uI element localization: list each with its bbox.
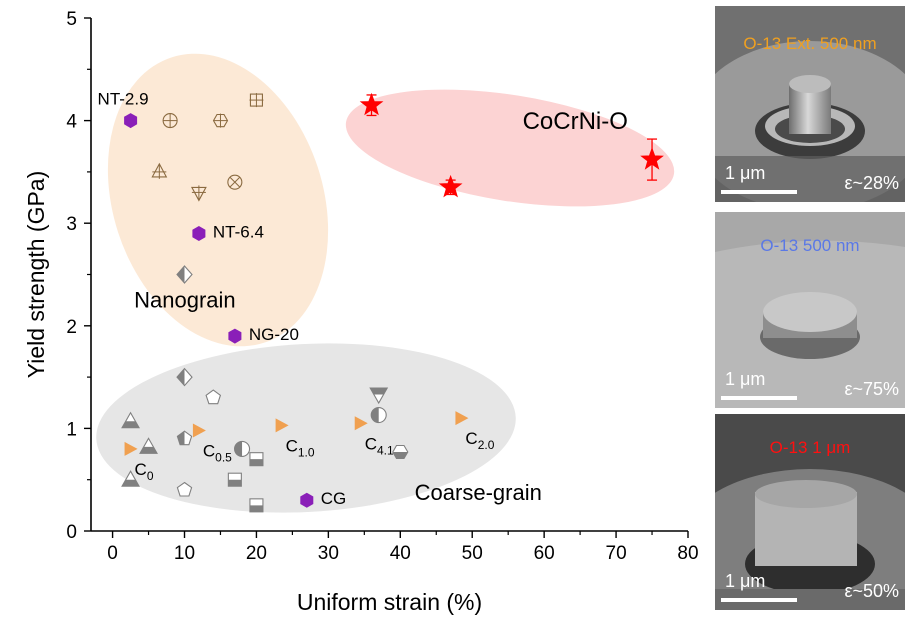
- triangle-point: [354, 416, 368, 431]
- grey-marker-fill: [140, 446, 158, 454]
- sem-image-1um-pillar: [715, 414, 905, 610]
- scale-bar: [721, 598, 797, 602]
- point-label-subscript: 1.0: [298, 445, 315, 459]
- hexagon-point: [124, 113, 138, 129]
- y-axis-label: Yield strength (GPa): [23, 171, 49, 379]
- sem-panel-bottom: O-13 1 μm 1 μm ε~50%: [715, 414, 905, 610]
- grey-marker-fill: [370, 388, 388, 395]
- x-tick-label: 40: [390, 543, 411, 564]
- x-axis-label: Uniform strain (%): [297, 589, 482, 615]
- panel-title: O-13 Ext. 500 nm: [743, 34, 877, 53]
- point-label-subscript: 4.1: [377, 443, 394, 457]
- x-tick-label: 30: [318, 543, 339, 564]
- hexagon-point: [300, 492, 314, 508]
- x-tick-label: 50: [462, 543, 483, 564]
- panel-title: O-13 500 nm: [760, 236, 860, 255]
- star-point: [359, 92, 384, 116]
- grey-marker-fill: [122, 421, 140, 428]
- strain-label: ε~75%: [844, 379, 899, 399]
- x-tick-label: 20: [246, 543, 267, 564]
- grey-marker-fill: [177, 431, 185, 445]
- grey-marker-fill: [249, 459, 263, 466]
- triangle-point: [124, 441, 138, 456]
- scale-label: 1 μm: [725, 163, 766, 183]
- grey-marker-fill: [177, 368, 185, 386]
- scale-label: 1 μm: [725, 369, 766, 389]
- strain-label: ε~50%: [844, 581, 899, 601]
- point-label: CG: [321, 489, 347, 508]
- grey-marker-outline: [176, 481, 193, 497]
- y-tick-label: 2: [66, 317, 77, 338]
- point-label: NT-6.4: [213, 222, 264, 241]
- grey-marker-fill: [122, 479, 140, 487]
- cocrni-o-label: CoCrNi-O: [523, 108, 628, 135]
- y-tick-label: 5: [66, 9, 77, 30]
- sem-panel-top: O-13 Ext. 500 nm 1 μm ε~28%: [715, 6, 905, 202]
- sem-image-compressed-pillar: [715, 212, 905, 408]
- point-label: NT-2.9: [98, 90, 149, 109]
- strain-label: ε~28%: [844, 173, 899, 193]
- y-tick-label: 3: [66, 214, 77, 235]
- grey-marker-outline: [205, 389, 222, 405]
- open-marker: [227, 174, 243, 190]
- coarse-grain-label: Coarse-grain: [415, 480, 542, 505]
- point-label-subscript: 2.0: [478, 438, 495, 452]
- panel-title: O-13 1 μm: [769, 438, 851, 457]
- marker-cross: [229, 176, 241, 188]
- grey-marker-fill: [249, 505, 263, 512]
- sem-image-extruded-pillar: [715, 6, 905, 202]
- grey-marker-fill: [177, 266, 185, 283]
- x-tick-label: 0: [107, 543, 118, 564]
- point-label: NG-20: [249, 325, 299, 344]
- grey-marker-fill: [392, 451, 408, 459]
- sem-panel-middle: O-13 500 nm 1 μm ε~75%: [715, 212, 905, 408]
- scale-label: 1 μm: [725, 571, 766, 591]
- hexagon-point: [192, 226, 206, 241]
- scatter-chart: 0 10 20 30 40 50 60 70 80 0 1 2 3 4 5 Uniform strain (%…: [23, 9, 699, 615]
- scale-bar: [721, 396, 797, 400]
- nanograin-label: Nanograin: [134, 287, 236, 312]
- scale-bar: [721, 190, 797, 194]
- cocrni-o-region: [345, 89, 675, 207]
- hexagon-point: [228, 328, 242, 344]
- x-tick-label: 80: [677, 543, 698, 564]
- star-point: [640, 147, 664, 170]
- nanograin-region: [107, 53, 329, 347]
- y-tick-label: 1: [66, 419, 77, 440]
- point-label-subscript: 0.5: [215, 450, 232, 464]
- grey-marker-fill: [228, 479, 242, 487]
- triangle-point: [192, 423, 206, 438]
- grey-marker-fill: [234, 441, 243, 457]
- grey-marker-fill: [371, 407, 379, 423]
- coarse-grain-region: [96, 343, 516, 513]
- x-tick-label: 60: [534, 543, 555, 564]
- point-label-subscript: 0: [147, 469, 154, 483]
- x-tick-label: 10: [174, 543, 195, 564]
- y-tick-label: 0: [66, 522, 77, 543]
- star-point: [438, 174, 463, 198]
- x-tick-label: 70: [606, 543, 627, 564]
- y-tick-label: 4: [66, 112, 77, 133]
- triangle-point: [275, 418, 289, 433]
- triangle-point: [455, 411, 469, 426]
